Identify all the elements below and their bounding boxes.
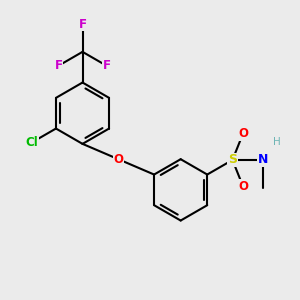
Text: N: N [258,154,268,166]
Text: O: O [238,179,248,193]
Text: O: O [238,128,248,140]
Text: F: F [102,59,110,72]
Text: Cl: Cl [26,136,38,149]
Text: S: S [228,154,237,166]
Text: H: H [273,136,281,147]
Text: F: F [55,59,63,72]
Text: O: O [113,153,123,166]
Text: F: F [79,18,86,31]
